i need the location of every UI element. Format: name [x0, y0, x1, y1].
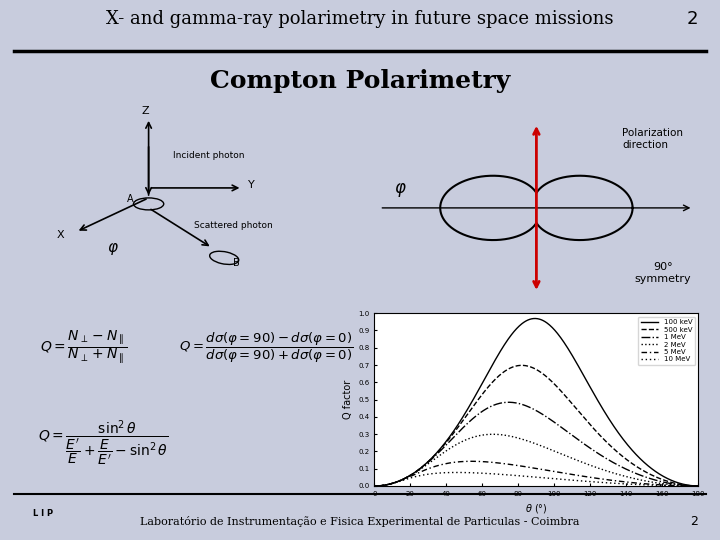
Text: Compton Polarimetry: Compton Polarimetry: [210, 69, 510, 93]
Text: $Q = \dfrac{N_{\perp} - N_{\parallel}}{N_{\perp} + N_{\parallel}}$: $Q = \dfrac{N_{\perp} - N_{\parallel}}{N…: [40, 329, 127, 366]
2 MeV: [370, 483, 379, 489]
1 MeV: [526, 404, 535, 411]
1 MeV: [564, 429, 572, 435]
10 MeV: [546, 475, 554, 482]
100 keV: [370, 483, 379, 489]
100 keV: [531, 315, 539, 322]
10 MeV: [453, 469, 462, 476]
Text: B: B: [233, 258, 240, 268]
Text: 2: 2: [690, 515, 698, 528]
10 MeV: [636, 482, 645, 488]
10 MeV: [687, 483, 696, 489]
5 MeV: [525, 464, 534, 470]
X-axis label: $\theta$ (°): $\theta$ (°): [525, 502, 548, 515]
2 MeV: [488, 431, 497, 437]
5 MeV: [687, 483, 696, 489]
2 MeV: [694, 483, 703, 489]
2 MeV: [636, 477, 645, 483]
Legend: 100 keV, 500 keV, 1 MeV, 2 MeV, 5 MeV, 10 MeV: 100 keV, 500 keV, 1 MeV, 2 MeV, 5 MeV, 1…: [638, 316, 695, 365]
Text: φ: φ: [107, 240, 117, 255]
2 MeV: [564, 454, 572, 460]
Text: $Q = \dfrac{d\sigma(\varphi=90)-d\sigma(\varphi=0)}{d\sigma(\varphi=90)+d\sigma(: $Q = \dfrac{d\sigma(\varphi=90)-d\sigma(…: [179, 330, 354, 365]
500 keV: [687, 483, 696, 489]
Text: Y: Y: [248, 180, 255, 190]
1 MeV: [505, 399, 513, 406]
500 keV: [525, 363, 534, 369]
Line: 5 MeV: 5 MeV: [374, 461, 698, 486]
2 MeV: [546, 446, 554, 453]
Text: $Q = \dfrac{\sin^2\theta}{\dfrac{E^{\prime}}{E}+\dfrac{E}{E^{\prime}}-\sin^2\the: $Q = \dfrac{\sin^2\theta}{\dfrac{E^{\pri…: [38, 418, 168, 468]
100 keV: [694, 483, 703, 489]
Text: 2: 2: [687, 10, 698, 28]
100 keV: [526, 316, 534, 322]
500 keV: [636, 466, 645, 472]
2 MeV: [687, 483, 696, 489]
1 MeV: [525, 404, 534, 410]
Text: X: X: [57, 230, 65, 240]
Text: X- and gamma-ray polarimetry in future space missions: X- and gamma-ray polarimetry in future s…: [107, 10, 613, 28]
1 MeV: [694, 483, 703, 489]
1 MeV: [546, 416, 554, 423]
10 MeV: [564, 477, 572, 483]
100 keV: [564, 345, 572, 352]
1 MeV: [687, 483, 696, 489]
10 MeV: [525, 474, 534, 480]
5 MeV: [694, 483, 703, 489]
Y-axis label: Q factor: Q factor: [343, 380, 353, 419]
2 MeV: [526, 439, 535, 446]
Text: Scattered photon: Scattered photon: [194, 221, 273, 230]
2 MeV: [525, 438, 534, 444]
500 keV: [694, 483, 703, 489]
Text: φ: φ: [395, 179, 405, 197]
Text: Laboratório de Instrumentação e Fisica Experimental de Particulas - Coimbra: Laboratório de Instrumentação e Fisica E…: [140, 516, 580, 526]
5 MeV: [546, 468, 554, 474]
5 MeV: [370, 483, 379, 489]
Line: 500 keV: 500 keV: [374, 366, 698, 486]
Text: Z: Z: [142, 106, 149, 116]
5 MeV: [564, 470, 572, 477]
Text: A: A: [127, 194, 133, 204]
Text: Polarization
direction: Polarization direction: [623, 128, 683, 150]
500 keV: [546, 377, 554, 383]
10 MeV: [370, 483, 379, 489]
Line: 2 MeV: 2 MeV: [374, 434, 698, 486]
Text: Incident photon: Incident photon: [173, 151, 244, 160]
5 MeV: [636, 480, 645, 487]
Line: 100 keV: 100 keV: [374, 319, 698, 486]
Line: 10 MeV: 10 MeV: [374, 472, 698, 486]
5 MeV: [467, 458, 476, 464]
Text: 90°
symmetry: 90° symmetry: [634, 262, 691, 284]
100 keV: [524, 316, 533, 323]
100 keV: [636, 456, 645, 462]
500 keV: [526, 364, 535, 370]
Line: 1 MeV: 1 MeV: [374, 402, 698, 486]
10 MeV: [526, 474, 535, 480]
1 MeV: [636, 472, 645, 478]
100 keV: [687, 482, 696, 489]
Text: L I P: L I P: [33, 509, 53, 517]
100 keV: [546, 322, 554, 329]
10 MeV: [694, 483, 703, 489]
500 keV: [518, 362, 526, 369]
5 MeV: [526, 464, 535, 471]
500 keV: [370, 483, 379, 489]
1 MeV: [370, 483, 379, 489]
500 keV: [564, 396, 572, 402]
